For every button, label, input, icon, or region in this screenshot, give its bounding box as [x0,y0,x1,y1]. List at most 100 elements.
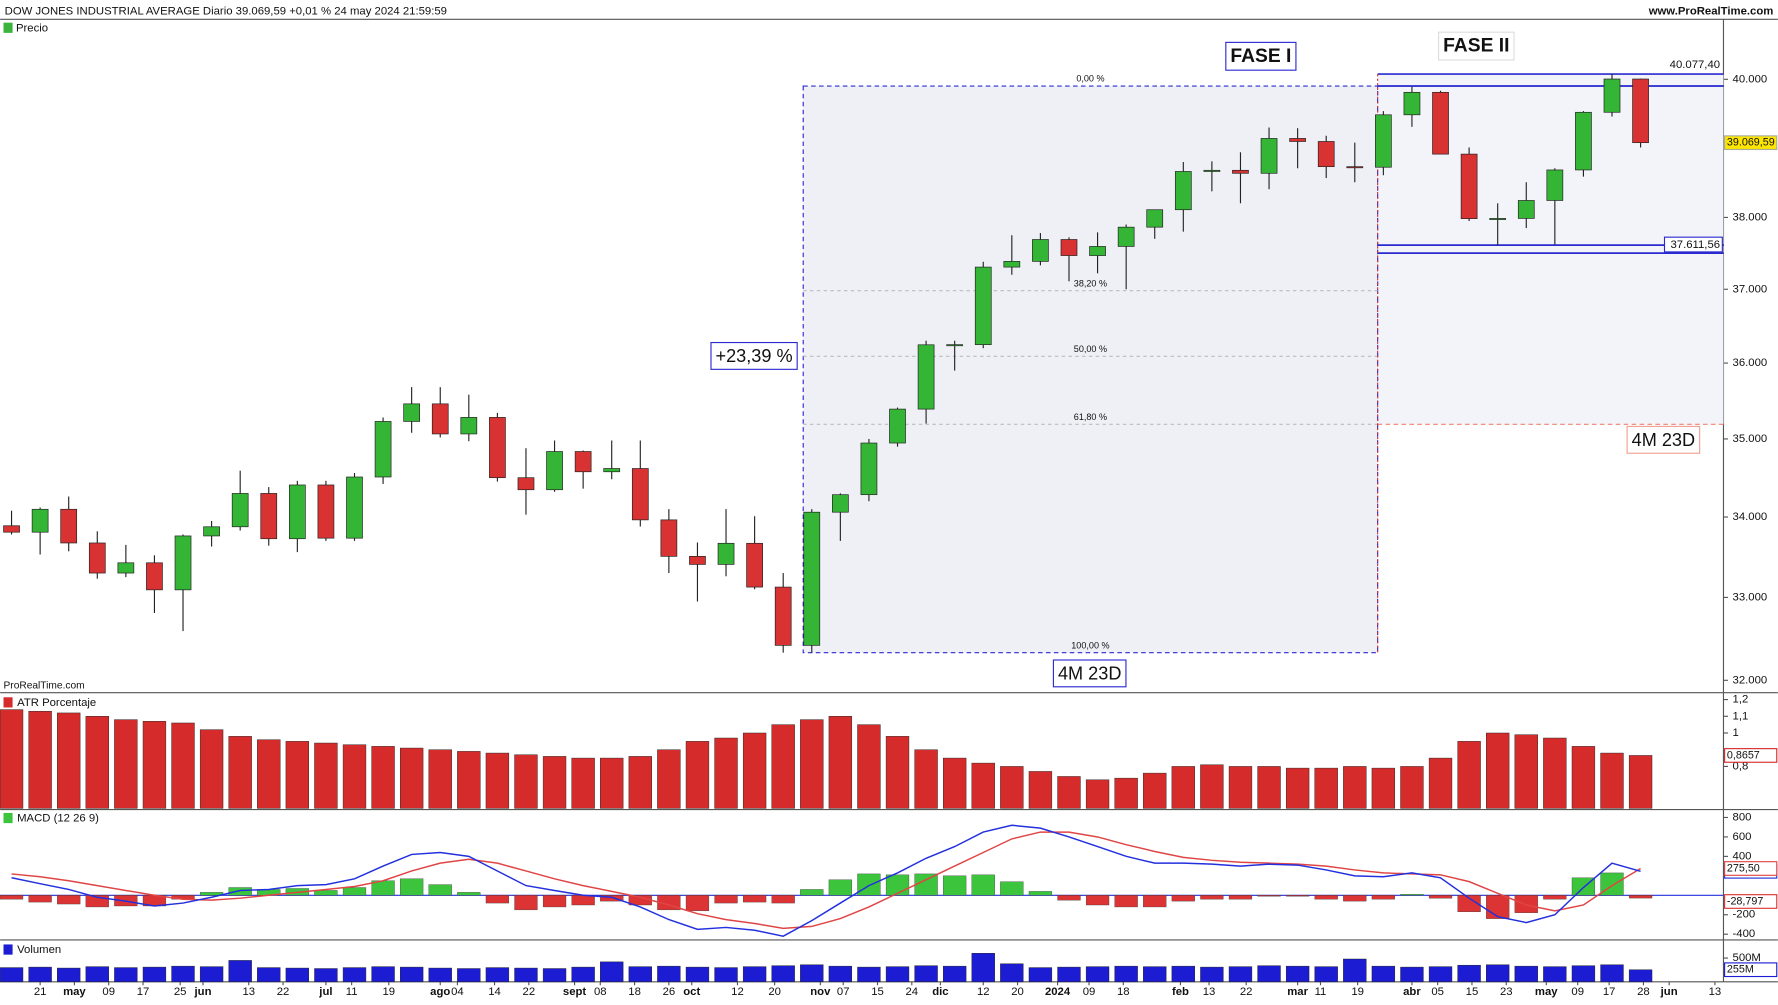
x-tick-label: ago [430,986,450,998]
bar [600,961,624,983]
candle-body [1260,138,1278,174]
bar [943,757,967,809]
bar [85,966,109,983]
candle-body [1375,114,1392,168]
bar [885,736,910,809]
panel-title: ATR Porcentaje [17,697,96,709]
value-tag [1724,748,1778,763]
bar [1000,963,1024,983]
panel-icon[interactable] [3,697,13,708]
candle-body [603,468,621,473]
bar [314,742,338,809]
histogram-bar [1143,895,1167,908]
x-tick-label: 23 [1500,986,1513,998]
bar [1543,737,1567,809]
bar [457,751,481,809]
bar [1628,969,1653,983]
candle-body [803,511,821,646]
y-tick-label: 34.000 [1733,511,1768,523]
candle-body [1003,261,1021,268]
bar [571,966,595,983]
fibonacci-label: 0,00 % [1076,74,1104,84]
bar [400,966,424,983]
candle-body [260,493,278,540]
candle-body [1289,138,1306,142]
bar [257,967,281,983]
bar [1028,771,1053,809]
bar [971,762,995,809]
candle-body [1432,91,1449,155]
bar [1228,766,1253,809]
bar [914,749,938,809]
level-label: 37.611,56 [1671,239,1721,251]
x-tick-label: 09 [1571,986,1584,998]
level-tag [1663,236,1723,253]
histogram-bar [1000,881,1024,896]
bar [943,965,967,983]
bar [1343,958,1367,983]
bar [1028,967,1053,983]
x-tick-label: 20 [768,986,781,998]
bar [1057,776,1081,809]
candle-body [832,494,849,513]
histogram-bar [1543,895,1567,900]
histogram-bar [485,895,509,904]
panel-icon[interactable] [3,22,13,33]
marks-layer: 32.000 33.000 34.000 35.000 36.000 37.000 38.0… [0,73,1767,998]
histogram-bar [1228,895,1253,900]
bar [771,724,795,809]
panel-icon[interactable] [3,812,13,824]
bar [28,711,52,809]
annotation: 4M 23D [1632,430,1695,450]
bar [1371,767,1396,809]
fibonacci-label: 100,00 % [1071,640,1109,650]
histogram-bar [828,879,852,896]
annotation-box [710,341,798,370]
bar [628,756,652,809]
bar [1314,966,1338,983]
candle-body [631,468,649,521]
candle-body [746,542,763,588]
x-tick-label: 09 [102,986,115,998]
bar [371,966,395,983]
histogram-bar [1028,891,1053,896]
bar [1257,965,1281,983]
histogram-bar [0,895,24,900]
bar [542,968,567,983]
histogram-bar [885,874,910,896]
candle-body [146,562,163,591]
candle-body [431,403,449,435]
histogram-bar [914,873,938,896]
histogram-bar [1400,894,1424,896]
x-tick-label: 22 [277,986,290,998]
x-tick-label: jun [194,986,212,998]
candle-body [1117,226,1135,247]
candle-body [1203,169,1221,172]
bar [1428,966,1453,983]
bar [1257,766,1281,809]
bar [1514,734,1538,809]
histogram-bar [943,875,967,896]
bar [457,968,481,983]
candle-body [88,542,106,574]
value-tag [1724,135,1778,151]
panel-icon[interactable] [3,944,13,955]
histogram-bar [1286,895,1310,897]
histogram-bar [457,892,481,896]
y-tick-label: -200 [1733,909,1756,921]
bar [1057,966,1081,983]
value-label: -28,797 [1727,895,1764,907]
bar [514,967,538,983]
bar [228,960,252,983]
bar [628,966,652,983]
y-tick-label: 36.000 [1733,357,1768,369]
bar [228,736,252,809]
bar [1228,966,1253,983]
bar [857,966,881,983]
histogram-bar [857,873,881,896]
value-label: 39.069,59 [1727,137,1775,149]
candle-body [1346,166,1364,169]
histogram-bar [1428,895,1453,899]
x-tick-label: 17 [1603,986,1616,998]
x-tick-label: jun [1660,986,1678,998]
